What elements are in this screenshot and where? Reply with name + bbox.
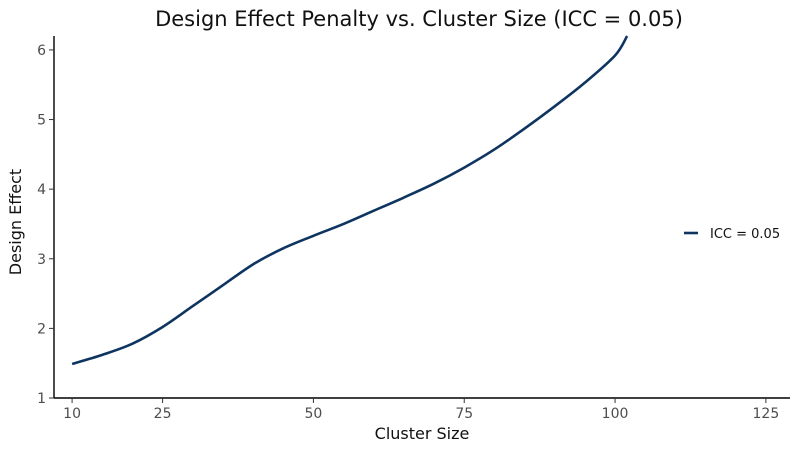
- y-axis-title: Design Effect: [6, 169, 25, 275]
- legend: ICC = 0.05: [684, 227, 780, 242]
- x-tick-label: 25: [154, 406, 172, 422]
- x-axis: 10 25 50 75 100 125: [54, 397, 790, 422]
- chart-title: Design Effect Penalty vs. Cluster Size (…: [155, 7, 683, 31]
- y-tick-label: 5: [37, 113, 46, 129]
- x-tick-label: 10: [63, 406, 81, 422]
- x-tick-label: 75: [455, 406, 473, 422]
- x-tick-label: 125: [753, 406, 780, 422]
- x-axis-title: Cluster Size: [375, 424, 470, 443]
- y-tick-label: 3: [37, 252, 46, 268]
- y-tick-label: 2: [37, 321, 46, 337]
- series-line: [71, 35, 629, 366]
- series-layer: [71, 35, 629, 366]
- x-tick-label: 100: [602, 406, 629, 422]
- y-tick-label: 1: [37, 391, 46, 407]
- y-axis: 1 2 3 4 5 6: [37, 36, 55, 407]
- x-tick-label: 50: [304, 406, 322, 422]
- y-tick-label: 4: [37, 182, 46, 198]
- y-tick-label: 6: [37, 43, 46, 59]
- legend-label: ICC = 0.05: [710, 227, 780, 242]
